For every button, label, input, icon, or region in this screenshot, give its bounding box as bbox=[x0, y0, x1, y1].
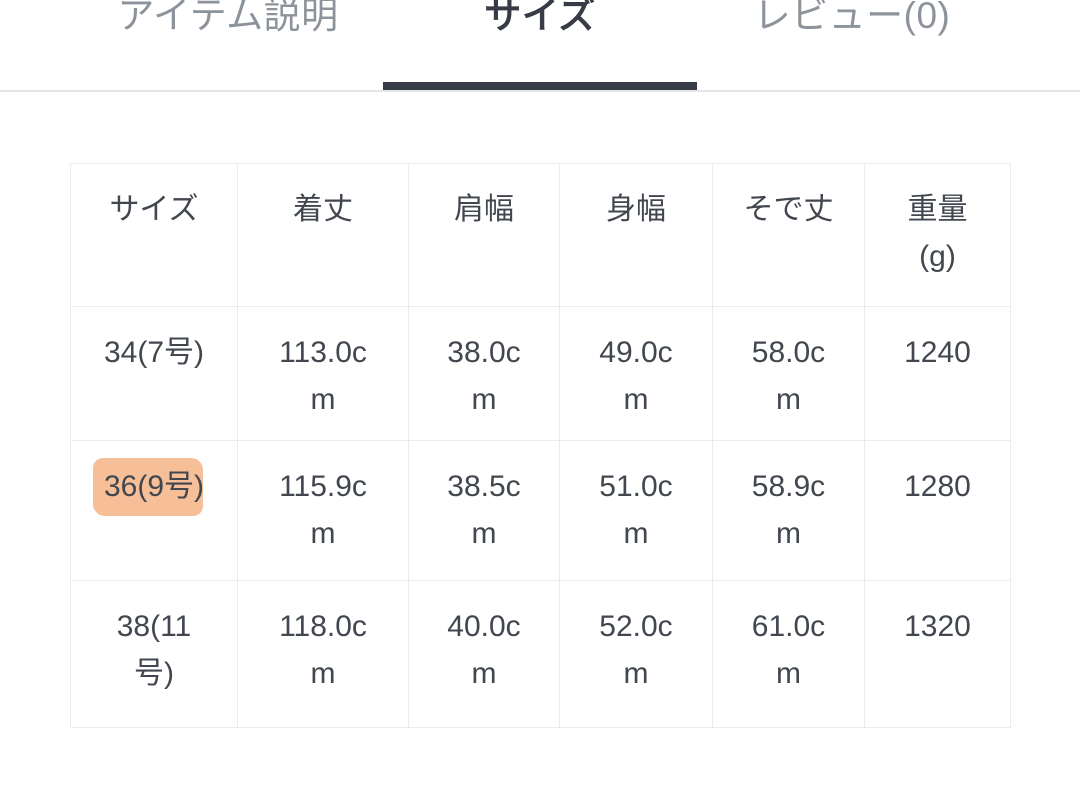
weight-cell: 1240 bbox=[864, 306, 1011, 441]
active-tab-underline bbox=[383, 82, 697, 90]
size-cell: 34(7号) bbox=[70, 306, 238, 441]
header-sleeve-length-label: そで丈 bbox=[743, 193, 834, 226]
sleeve-cell: 58.0c m bbox=[712, 306, 865, 441]
weight-cell: 1280 bbox=[864, 440, 1011, 581]
body-width-cell: 52.0c m bbox=[559, 580, 713, 728]
length-cell: 113.0c m bbox=[237, 306, 409, 441]
tab-reviews[interactable]: レビュー(0) bbox=[697, 0, 1007, 90]
header-length-label: 着丈 bbox=[293, 193, 353, 226]
tab-item-description-label: アイテム説明 bbox=[117, 0, 339, 36]
header-weight-label: 重量 bbox=[907, 193, 968, 226]
table-row-size-34: 34(7号) 113.0c m 38.0c m 49.0c m bbox=[70, 306, 1011, 441]
size-cell-highlighted: 36(9号) bbox=[70, 440, 238, 581]
tab-size[interactable]: サイズ bbox=[383, 0, 697, 90]
body-width-cell: 51.0c m bbox=[559, 440, 713, 581]
tab-size-label: サイズ bbox=[484, 0, 596, 36]
tab-bar: アイテム説明 サイズ レビュー(0) bbox=[0, 0, 1080, 92]
size-tab-content: サイズ 着丈 肩幅 身幅 そで丈 重量 bbox=[0, 163, 1080, 728]
header-body-width-label: 身幅 bbox=[606, 193, 666, 226]
header-size: サイズ bbox=[70, 163, 238, 307]
header-length: 着丈 bbox=[237, 163, 409, 307]
header-sleeve-length: そで丈 bbox=[712, 163, 865, 307]
shoulder-cell: 38.0c m bbox=[408, 306, 560, 441]
header-body-width: 身幅 bbox=[559, 163, 713, 307]
body-width-cell: 49.0c m bbox=[559, 306, 713, 441]
shoulder-cell: 38.5c m bbox=[408, 440, 560, 581]
length-cell: 115.9c m bbox=[237, 440, 409, 581]
header-row: サイズ 着丈 肩幅 身幅 そで丈 重量 bbox=[70, 163, 1011, 307]
sleeve-cell: 58.9c m bbox=[712, 440, 865, 581]
size-table-header: サイズ 着丈 肩幅 身幅 そで丈 重量 bbox=[70, 163, 1011, 307]
size-table: サイズ 着丈 肩幅 身幅 そで丈 重量 bbox=[70, 163, 1011, 728]
size-table-body: 34(7号) 113.0c m 38.0c m 49.0c m bbox=[70, 306, 1011, 728]
tab-reviews-label: レビュー(0) bbox=[753, 0, 951, 36]
header-weight-unit: (g) bbox=[919, 240, 956, 273]
header-size-label: サイズ bbox=[109, 193, 199, 226]
header-weight: 重量 (g) bbox=[864, 163, 1011, 307]
shoulder-cell: 40.0c m bbox=[408, 580, 560, 728]
sleeve-cell: 61.0c m bbox=[712, 580, 865, 728]
length-cell: 118.0c m bbox=[237, 580, 409, 728]
header-shoulder-width-label: 肩幅 bbox=[454, 193, 514, 226]
size-cell: 38(11 号) bbox=[70, 580, 238, 728]
table-row-size-36: 36(9号) 115.9c m 38.5c m 51.0c m bbox=[70, 440, 1011, 581]
table-row-size-38: 38(11 号) 118.0c m 40.0c m 52.0c m bbox=[70, 580, 1011, 728]
weight-cell: 1320 bbox=[864, 580, 1011, 728]
header-shoulder-width: 肩幅 bbox=[408, 163, 560, 307]
tab-item-description[interactable]: アイテム説明 bbox=[73, 0, 383, 90]
highlight-marker bbox=[93, 458, 203, 516]
